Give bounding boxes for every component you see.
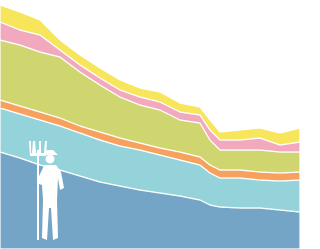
head	[46, 155, 55, 164]
chart	[0, 0, 302, 249]
pitchfork-pole	[37, 150, 39, 240]
